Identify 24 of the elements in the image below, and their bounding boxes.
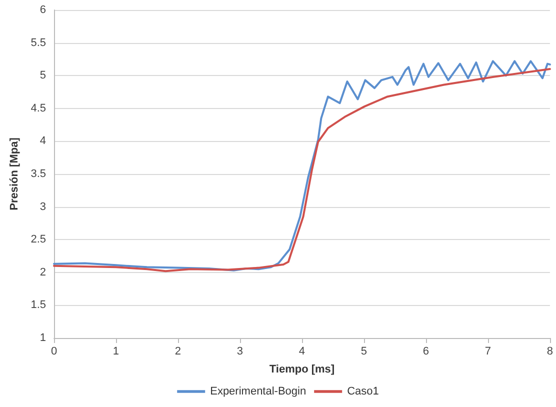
- x-tick-label: 3: [236, 346, 244, 358]
- y-tick-label: 2: [40, 266, 46, 278]
- x-tick-label: 0: [50, 346, 58, 358]
- y-tick-label: 4: [40, 135, 46, 148]
- y-tick-label: 5.5: [30, 36, 46, 49]
- y-tick-label: 1.5: [30, 299, 46, 312]
- x-axis-title: Tiempo [ms]: [269, 364, 335, 376]
- y-tick-label: 3.5: [30, 168, 46, 180]
- y-tick-label: 6: [40, 4, 46, 16]
- x-tick-label: 4: [298, 346, 306, 358]
- x-tick-label: 2: [174, 346, 182, 358]
- x-tick-label: 6: [422, 346, 430, 358]
- x-tick-label: 5: [360, 346, 368, 358]
- y-tick-label: 1: [40, 332, 46, 344]
- legend-label: Experimental-Bogin: [210, 386, 306, 398]
- y-axis-title: Presión [Mpa]: [8, 137, 20, 210]
- y-tick-label: 2.5: [30, 234, 46, 246]
- y-tick-label: 5: [40, 70, 46, 82]
- x-tick-label: 8: [546, 346, 554, 358]
- y-tick-label: 4.5: [30, 102, 46, 114]
- y-tick-label: 3: [40, 200, 46, 213]
- legend-label: Caso1: [347, 386, 379, 398]
- x-tick-label: 7: [484, 346, 492, 358]
- x-tick-label: 1: [112, 346, 120, 358]
